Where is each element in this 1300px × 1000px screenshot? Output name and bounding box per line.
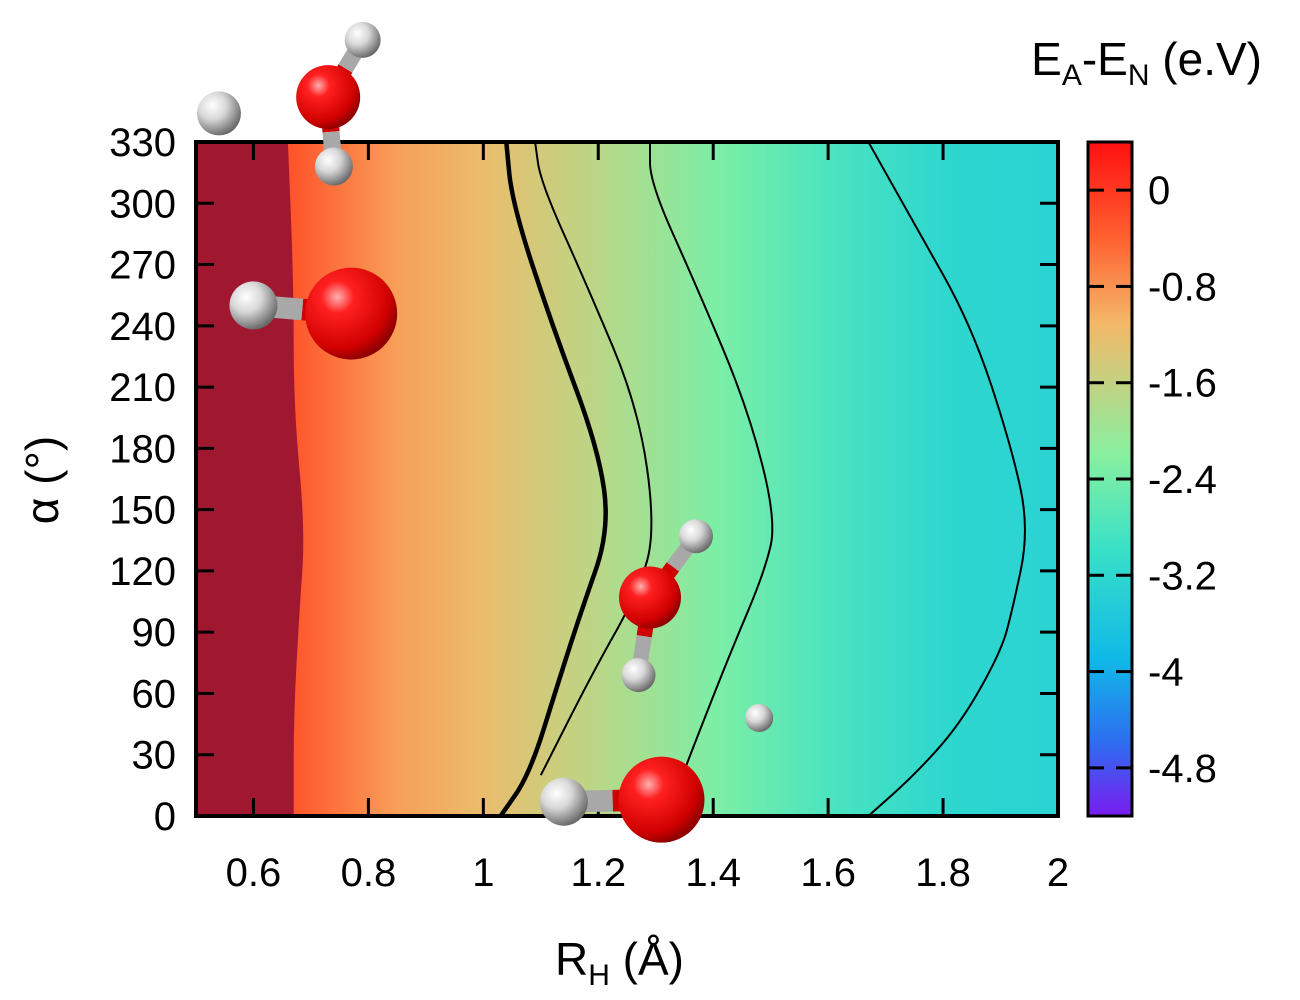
water-top-left-molecule <box>196 21 381 186</box>
molecule-insets <box>196 21 774 843</box>
y-axis-ticks: 0 30 60 90 120 150 180 210 240 270 300 330 <box>109 121 1058 839</box>
water-center-molecule <box>618 519 774 732</box>
x-tick-label: 0.6 <box>226 851 282 895</box>
y-tick-label: 270 <box>109 244 176 288</box>
y-tick-label: 300 <box>109 182 176 226</box>
colorbar-tick-label: -1.6 <box>1148 362 1217 406</box>
hydrogen-atom <box>229 281 278 330</box>
y-tick-label: 0 <box>154 795 176 839</box>
hydroxyl-bottom-molecule <box>539 756 705 843</box>
x-axis-ticks: 0.6 0.8 1 1.2 1.4 1.6 1.8 2 <box>226 142 1069 895</box>
hydroxyl-left-molecule <box>229 267 398 360</box>
colorbar-ticks: 0 -0.8 -1.6 -2.4 -3.2 -4 -4.8 <box>1088 169 1217 791</box>
hydrogen-atom <box>678 519 713 554</box>
x-tick-label: 1 <box>472 851 494 895</box>
x-axis-title: RH (Å) <box>555 933 684 992</box>
y-tick-label: 180 <box>109 427 176 471</box>
y-tick-label: 120 <box>109 550 176 594</box>
oxygen-atom <box>618 566 681 629</box>
x-tick-label: 2 <box>1047 851 1069 895</box>
colorbar-title: EA-EN (e.V) <box>1031 33 1262 92</box>
hydrogen-atom <box>196 91 241 136</box>
contour-line <box>534 142 653 776</box>
heatmap-field <box>196 142 1058 816</box>
y-tick-label: 60 <box>132 672 177 716</box>
colorbar-tick-label: -0.8 <box>1148 265 1217 309</box>
contour-line <box>649 142 774 816</box>
colorbar-tick-label: 0 <box>1148 169 1170 213</box>
oxygen-atom <box>296 65 361 130</box>
colorbar-tick-label: -2.4 <box>1148 458 1217 502</box>
x-tick-label: 1.2 <box>570 851 626 895</box>
hydrogen-atom <box>621 658 656 693</box>
y-tick-label: 150 <box>109 489 176 533</box>
x-tick-label: 1.4 <box>685 851 741 895</box>
contour-line <box>867 142 1026 816</box>
colorbar-tick-label: -3.2 <box>1148 554 1217 598</box>
y-axis-title: α (°) <box>16 436 68 524</box>
contour-line <box>498 142 608 816</box>
x-tick-label: 1.8 <box>915 851 971 895</box>
oxygen-atom <box>305 267 398 360</box>
x-tick-label: 0.8 <box>341 851 397 895</box>
colorbar-tick-label: -4 <box>1148 651 1184 695</box>
x-tick-label: 1.6 <box>800 851 856 895</box>
high-energy-region <box>196 142 304 816</box>
hydrogen-atom <box>745 703 774 732</box>
hydrogen-atom <box>314 147 353 186</box>
y-tick-label: 240 <box>109 305 176 349</box>
y-tick-label: 30 <box>132 734 177 778</box>
hydrogen-atom <box>539 777 588 826</box>
oxygen-atom <box>618 756 705 843</box>
heatmap-area <box>196 142 1058 816</box>
y-tick-label: 90 <box>132 611 177 655</box>
contour-lines <box>498 142 1026 816</box>
colorbar-tick-label: -4.8 <box>1148 747 1217 791</box>
y-tick-label: 210 <box>109 366 176 410</box>
hydrogen-atom <box>344 21 381 58</box>
y-tick-label: 330 <box>109 121 176 165</box>
